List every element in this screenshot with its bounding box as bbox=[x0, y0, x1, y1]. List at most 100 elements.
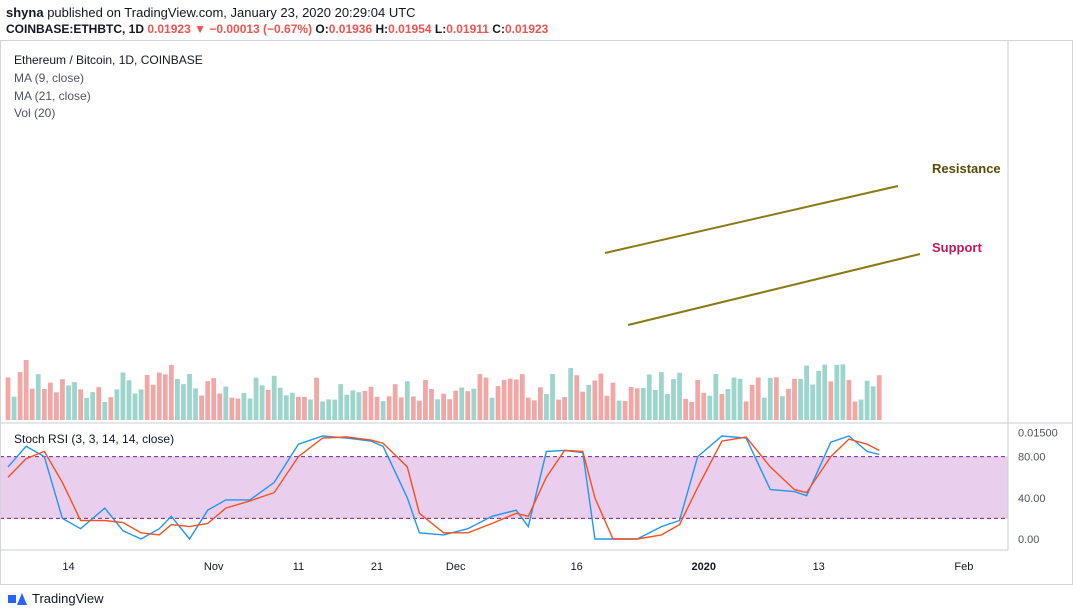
volume-bar bbox=[217, 393, 223, 420]
volume-bar bbox=[665, 393, 670, 420]
volume-bar bbox=[435, 399, 440, 420]
open-label: O: bbox=[315, 22, 329, 36]
volume-bar bbox=[253, 377, 259, 420]
channel-lower-line bbox=[627, 253, 921, 326]
last-price: 0.01923 bbox=[147, 22, 191, 36]
down-arrow-icon: ▼ bbox=[194, 22, 206, 36]
volume-bar bbox=[876, 375, 882, 420]
channel-upper-line bbox=[604, 185, 899, 254]
volume-bar bbox=[90, 392, 96, 420]
time-tick-label: Feb bbox=[954, 561, 973, 573]
volume-bar bbox=[870, 386, 876, 420]
volume-bar bbox=[398, 397, 404, 420]
volume-bar bbox=[749, 384, 755, 420]
volume-bar bbox=[574, 375, 580, 420]
volume-bar bbox=[108, 397, 114, 420]
volume-bar bbox=[114, 389, 120, 420]
volume-bar bbox=[441, 393, 446, 420]
volume-bar bbox=[786, 388, 791, 420]
rsi-tick-label: 80.00 bbox=[1018, 452, 1046, 464]
high-label: H: bbox=[375, 22, 389, 36]
volume-bar bbox=[150, 384, 156, 420]
legend-volume: Vol (20) bbox=[14, 106, 56, 120]
volume-bar bbox=[259, 385, 265, 420]
volume-bar bbox=[755, 377, 761, 420]
publish-line: shyna published on TradingView.com, Janu… bbox=[6, 5, 416, 20]
volume-bar bbox=[175, 378, 180, 420]
volume-bar bbox=[429, 389, 434, 420]
volume-bar bbox=[677, 372, 682, 420]
volume-bar bbox=[380, 401, 386, 420]
symbol-label: COINBASE:ETHBTC, 1D bbox=[6, 22, 145, 36]
volume-bar bbox=[846, 380, 852, 420]
volume-bar bbox=[241, 392, 247, 420]
volume-bar bbox=[447, 399, 453, 420]
volume-bar bbox=[356, 392, 362, 420]
volume-bar bbox=[84, 397, 90, 420]
volume-bar bbox=[410, 396, 416, 420]
volume-bar bbox=[66, 385, 71, 420]
volume-bar bbox=[652, 389, 658, 420]
volume-bar bbox=[362, 390, 368, 420]
volume-bar bbox=[816, 370, 822, 420]
volume-bar bbox=[495, 386, 501, 420]
volume-bar bbox=[767, 377, 773, 420]
volume-bar bbox=[308, 399, 313, 420]
volume-bar bbox=[41, 388, 47, 420]
volume-bar bbox=[489, 397, 495, 420]
volume-bar bbox=[568, 368, 574, 420]
volume-bar bbox=[283, 395, 289, 420]
volume-bar bbox=[453, 390, 459, 420]
volume-bar bbox=[459, 387, 465, 420]
stoch-rsi-k-line bbox=[7, 435, 880, 541]
publisher-name: shyna bbox=[6, 5, 44, 20]
price-chart[interactable]: 0.023000.022000.021000.020000.019000.018… bbox=[0, 40, 1073, 585]
volume-bar bbox=[798, 378, 803, 420]
volume-bar bbox=[132, 393, 138, 420]
volume-bar bbox=[193, 388, 198, 420]
open-value: 0.01936 bbox=[328, 22, 373, 36]
volume-bar bbox=[314, 377, 319, 420]
volume-bar bbox=[471, 388, 477, 420]
volume-bar bbox=[144, 375, 150, 420]
tradingview-logo[interactable]: TradingView bbox=[8, 591, 104, 606]
volume-bar bbox=[828, 381, 834, 420]
volume-bar bbox=[864, 380, 870, 420]
legend-title: Ethereum / Bitcoin, 1D, COINBASE bbox=[14, 53, 203, 67]
volume-bar bbox=[181, 384, 186, 420]
tradingview-logo-icon bbox=[8, 592, 27, 605]
volume-bar bbox=[834, 364, 840, 420]
volume-bar bbox=[822, 364, 828, 420]
volume-bar bbox=[592, 380, 598, 420]
volume-bar bbox=[580, 391, 586, 420]
time-tick-label: 16 bbox=[571, 561, 583, 573]
volume-bar bbox=[289, 392, 295, 420]
volume-bar bbox=[840, 364, 846, 420]
volume-bar bbox=[773, 377, 779, 420]
volume-bar bbox=[701, 392, 707, 420]
volume-bar bbox=[211, 378, 217, 420]
volume-bar bbox=[659, 372, 664, 420]
chart-grid bbox=[0, 40, 1073, 585]
volume-bar bbox=[507, 378, 513, 420]
volume-bar bbox=[858, 399, 864, 420]
volume-bar bbox=[350, 390, 356, 420]
volume-bar bbox=[223, 386, 229, 420]
volume-bar bbox=[544, 394, 549, 420]
volume-bar bbox=[743, 401, 749, 420]
footer: TradingView bbox=[0, 585, 1073, 615]
volume-bar bbox=[78, 389, 83, 420]
volume-bar bbox=[646, 374, 652, 420]
volume-bar bbox=[610, 382, 616, 420]
volume-bar bbox=[168, 365, 174, 420]
time-tick-label: 21 bbox=[371, 561, 383, 573]
price-axis: 0.023000.022000.021000.020000.019000.018… bbox=[1018, 428, 1058, 547]
volume-bar bbox=[719, 393, 725, 420]
volume-bar bbox=[598, 373, 604, 420]
ohlc-line: COINBASE:ETHBTC, 1D 0.01923 ▼ −0.00013 (… bbox=[6, 22, 548, 36]
volume-bar bbox=[296, 396, 301, 420]
publish-info: published on TradingView.com, January 23… bbox=[47, 5, 416, 20]
volume-bar bbox=[120, 372, 126, 420]
volume-bar bbox=[338, 384, 344, 420]
volume-bar bbox=[852, 401, 858, 420]
